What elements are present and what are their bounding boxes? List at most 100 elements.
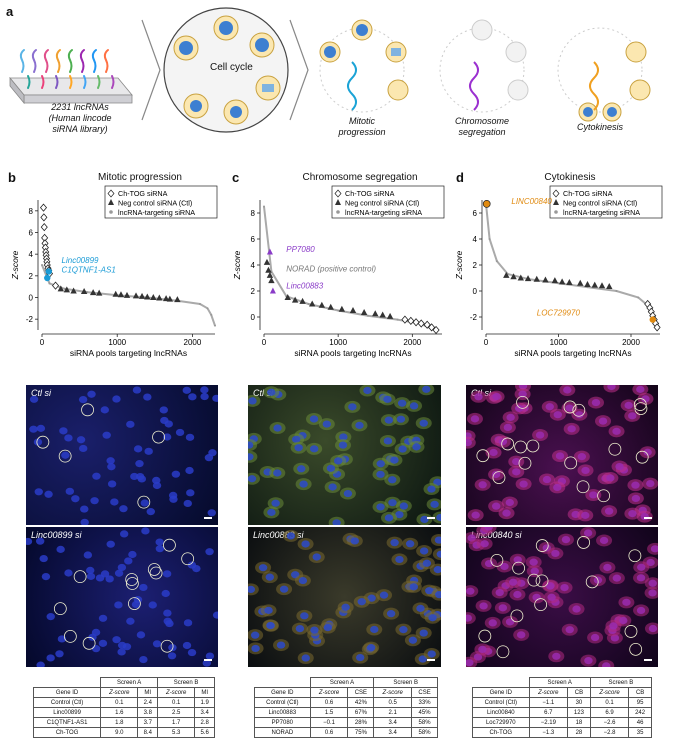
negctl-point — [123, 291, 131, 298]
nucleus-blob — [500, 562, 509, 571]
negctl-point — [138, 292, 146, 299]
nucleus-blob — [565, 404, 574, 412]
lncrna-point — [86, 291, 89, 294]
negctl-point — [112, 290, 119, 297]
nucleus-blob — [155, 538, 164, 546]
cell-marker — [82, 636, 96, 650]
nucleus-blob — [636, 574, 646, 582]
table-row: Linc00840 6.7 123 6.9 242 — [472, 707, 652, 718]
table-row: Ch-TOG −1.3 28 −2.8 35 — [472, 727, 652, 738]
nucleus-blob — [466, 439, 472, 447]
legend-box — [549, 185, 663, 219]
nucleus-blob — [295, 625, 305, 633]
nucleus-blob — [384, 416, 394, 424]
lncrna-point — [206, 307, 209, 310]
cell-marker — [634, 402, 648, 415]
legend-entry: Ch-TOG siRNA — [118, 189, 168, 198]
nucleus-blob — [309, 445, 319, 453]
nucleus-blob — [628, 509, 637, 518]
negctl-point — [551, 277, 559, 284]
library-line-1: 2231 lncRNAs — [51, 102, 109, 112]
nucleus-blob — [135, 460, 144, 468]
negctl-point — [372, 310, 379, 317]
nucleus-blob — [384, 514, 394, 522]
nucleus-blob — [79, 444, 88, 453]
nucleus-blob — [412, 443, 421, 451]
nucleus-blob — [388, 476, 397, 484]
nucleus-blob — [100, 406, 109, 414]
nucleus-blob — [506, 413, 515, 421]
nucleus-blob — [114, 601, 123, 609]
table-row: Control (Ctl) 0.1 2.4 0.1 1.9 — [32, 697, 215, 708]
lncrna-point — [488, 238, 491, 240]
microscopy-b-kd: Linc00899 si — [26, 527, 218, 667]
nucleus-blob — [83, 551, 93, 559]
nucleus-blob — [641, 395, 650, 403]
nucleus-blob — [312, 553, 321, 561]
nucleus-blob — [163, 609, 172, 617]
cell-marker — [534, 598, 548, 612]
nucleus-blob — [436, 550, 441, 558]
nucleus-blob — [357, 598, 366, 606]
nucleus-blob — [383, 395, 392, 403]
cell-field-c-bottom — [248, 529, 441, 666]
cell-marker — [572, 403, 586, 417]
cell-marker — [63, 629, 77, 643]
nucleus-blob — [107, 463, 116, 471]
cell-cycle-diagram — [163, 7, 289, 133]
nucleus-blob — [267, 508, 276, 516]
image-label-d-bottom: Linc00840 si — [471, 530, 522, 540]
nucleus-blob — [418, 655, 427, 663]
negctl-point — [57, 285, 65, 292]
cell-marker — [608, 442, 622, 456]
nucleus-blob — [530, 567, 539, 575]
lncrna-point — [41, 264, 43, 266]
nucleus-blob — [36, 661, 45, 667]
cell-marker — [152, 430, 165, 444]
nucleus-blob — [563, 386, 572, 394]
nucleus-blob — [152, 476, 161, 485]
panel-d-label: d — [456, 170, 464, 185]
lncrna-point — [366, 314, 369, 317]
negctl-point — [510, 273, 517, 280]
y-tick-label: 8 — [29, 207, 34, 216]
nucleus-blob — [516, 631, 526, 639]
annotation-label: Linc00899 — [62, 256, 99, 265]
nucleus-blob — [366, 644, 376, 652]
cell-marker — [510, 609, 524, 623]
table-header: Z-score — [100, 687, 139, 698]
cell-marker — [633, 398, 647, 411]
table-header: Z-score — [589, 687, 630, 698]
negctl-point — [144, 293, 151, 300]
nucleus-blob — [648, 624, 658, 633]
nucleus-blob — [648, 589, 657, 597]
nucleus-blob — [390, 539, 399, 547]
nucleus-blob — [200, 386, 209, 394]
nucleus-blob — [612, 427, 621, 435]
panel-b-label: b — [8, 170, 16, 185]
cell-marker — [125, 577, 139, 590]
nucleus-blob — [640, 512, 649, 521]
nucleus-blob — [271, 499, 280, 507]
nucleus-blob — [488, 619, 497, 627]
cell-marker — [163, 538, 176, 552]
negctl-point — [327, 303, 334, 310]
cell-marker — [563, 400, 577, 414]
library-line-2: (Human lincode — [48, 113, 112, 123]
nucleus-blob — [248, 475, 257, 483]
table-header: Z-score — [309, 687, 349, 698]
nucleus-blob — [98, 639, 108, 647]
legend-entry: lncRNA-targeting siRNA — [345, 208, 422, 217]
cell-marker — [576, 480, 590, 494]
nucleus-blob — [489, 448, 498, 457]
negctl-point — [577, 279, 584, 286]
nucleus-blob — [148, 601, 157, 609]
chromosome-segregation-illustration — [439, 19, 529, 113]
nucleus-blob — [643, 448, 652, 456]
nucleus-blob — [636, 606, 646, 615]
cell-cycle-label: Cell cycle — [210, 62, 253, 73]
legend-diamond-icon — [334, 189, 342, 198]
y-tick-label: 4 — [251, 261, 256, 270]
nucleus-blob — [484, 527, 493, 531]
